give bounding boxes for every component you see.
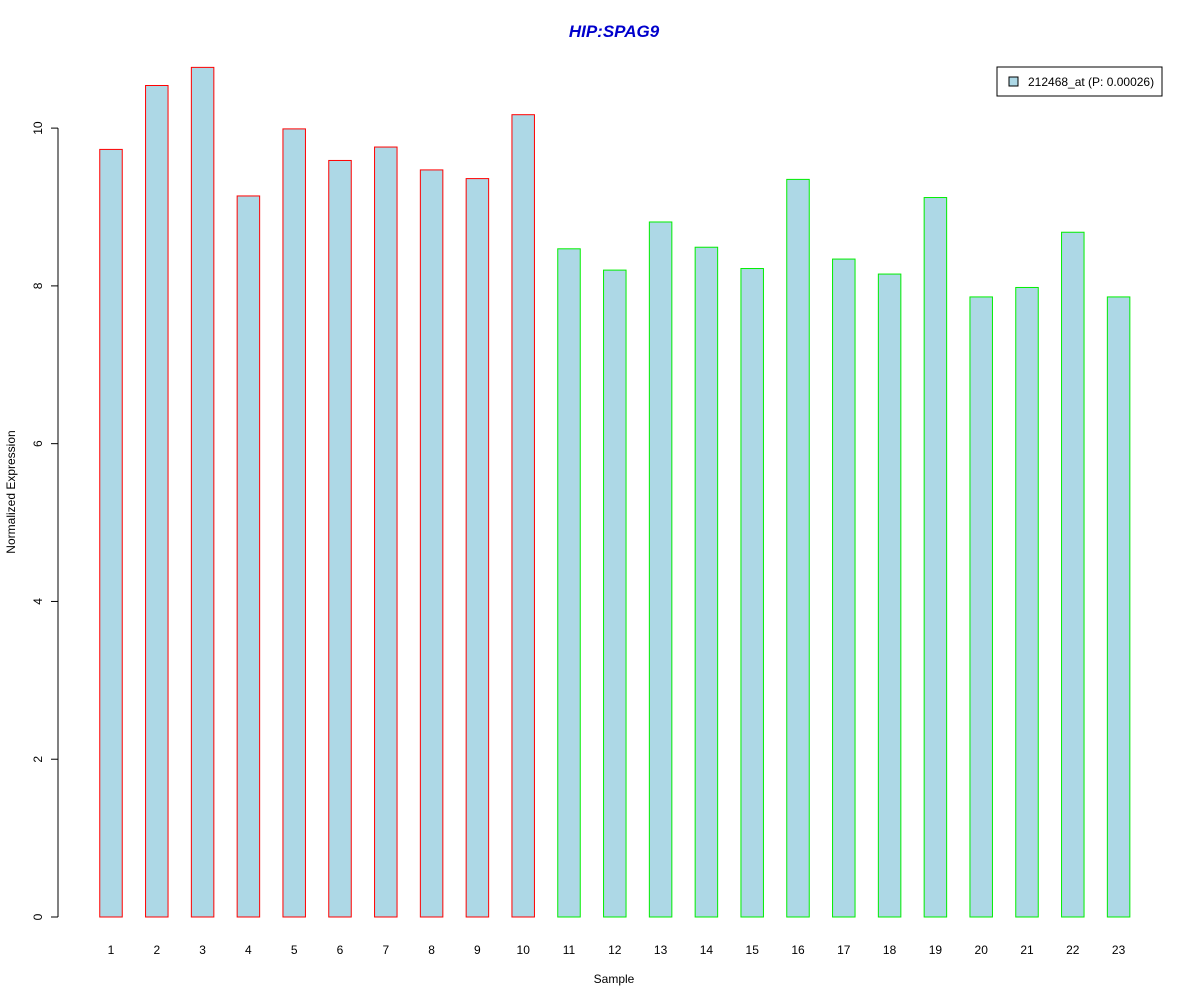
x-tick-label: 15 bbox=[746, 943, 760, 957]
bar-sample-17 bbox=[832, 258, 856, 918]
bar-sample-22 bbox=[1061, 231, 1085, 918]
bar-sample-18 bbox=[877, 273, 902, 918]
x-axis-label: Sample bbox=[594, 972, 635, 986]
legend-label: 212468_at (P: 0.00026) bbox=[1028, 75, 1154, 89]
y-tick-label: 0 bbox=[31, 913, 45, 920]
bar-sample-21 bbox=[1015, 286, 1039, 918]
bar-sample-16 bbox=[786, 178, 810, 918]
x-tick-label: 4 bbox=[245, 943, 252, 957]
y-axis: 0 2 4 6 8 10 bbox=[31, 121, 59, 920]
x-tick-label: 13 bbox=[654, 943, 668, 957]
legend-swatch bbox=[1008, 76, 1019, 87]
x-tick-label: 11 bbox=[563, 943, 576, 957]
bar-sample-2 bbox=[145, 85, 169, 918]
legend-box bbox=[996, 66, 1163, 97]
bar-sample-23 bbox=[1106, 296, 1131, 918]
x-tick-label: 10 bbox=[517, 943, 531, 957]
bar-sample-6 bbox=[328, 159, 352, 918]
y-tick-label: 8 bbox=[31, 282, 45, 289]
bar-sample-15 bbox=[740, 268, 764, 918]
bars-group bbox=[99, 66, 1131, 918]
x-tick-label: 19 bbox=[929, 943, 943, 957]
x-tick-label: 1 bbox=[108, 943, 115, 957]
bar-sample-10 bbox=[511, 114, 535, 918]
bar-sample-5 bbox=[282, 128, 306, 918]
bar-sample-14 bbox=[694, 246, 719, 918]
x-tick-labels: 1 2 3 4 5 6 7 8 9 10 11 12 13 14 15 16 17 18 19 20 21 22 23 bbox=[108, 943, 1126, 957]
y-tick-label: 6 bbox=[31, 440, 45, 447]
x-tick-label: 17 bbox=[837, 943, 851, 957]
bar-sample-1 bbox=[99, 148, 123, 918]
bar-sample-9 bbox=[465, 178, 490, 918]
x-tick-label: 2 bbox=[153, 943, 160, 957]
x-tick-label: 23 bbox=[1112, 943, 1126, 957]
x-tick-label: 21 bbox=[1020, 943, 1034, 957]
x-tick-label: 18 bbox=[883, 943, 897, 957]
bar-sample-4 bbox=[236, 195, 261, 918]
x-tick-label: 5 bbox=[291, 943, 298, 957]
bar-sample-19 bbox=[923, 197, 948, 918]
bar-sample-20 bbox=[969, 296, 993, 918]
legend: 212468_at (P: 0.00026) bbox=[996, 66, 1163, 97]
chart-title: HIP:SPAG9 bbox=[569, 22, 660, 41]
y-axis-label: Normalized Expression bbox=[4, 430, 18, 553]
bar-sample-13 bbox=[648, 221, 673, 918]
bar-sample-3 bbox=[190, 66, 215, 918]
bar-sample-7 bbox=[374, 146, 398, 918]
y-tick-label: 10 bbox=[31, 121, 45, 135]
y-tick-label: 2 bbox=[31, 756, 45, 763]
x-tick-label: 9 bbox=[474, 943, 481, 957]
x-tick-label: 3 bbox=[199, 943, 206, 957]
x-tick-label: 20 bbox=[975, 943, 989, 957]
x-tick-label: 7 bbox=[382, 943, 389, 957]
y-tick-label: 4 bbox=[31, 598, 45, 605]
x-tick-label: 8 bbox=[428, 943, 435, 957]
x-tick-label: 16 bbox=[791, 943, 805, 957]
x-tick-label: 12 bbox=[608, 943, 622, 957]
bar-sample-11 bbox=[557, 248, 581, 918]
bar-sample-8 bbox=[419, 169, 444, 918]
x-tick-label: 6 bbox=[337, 943, 344, 957]
bar-sample-12 bbox=[603, 269, 627, 918]
x-tick-label: 14 bbox=[700, 943, 714, 957]
x-tick-label: 22 bbox=[1066, 943, 1080, 957]
